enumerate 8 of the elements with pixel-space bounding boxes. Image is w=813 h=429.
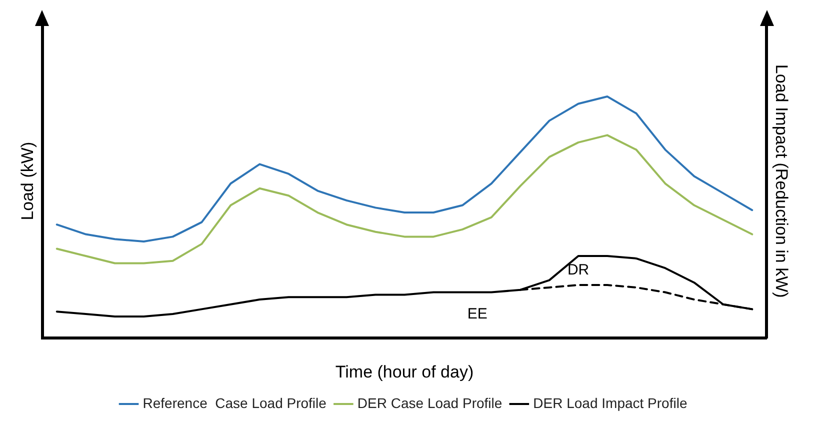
annotation: EE bbox=[467, 305, 488, 322]
legend-label: DER Load Impact Profile bbox=[533, 394, 688, 411]
x-axis-title: Time (hour of day) bbox=[335, 362, 474, 382]
legend-label: DER Case Load Profile bbox=[357, 394, 502, 411]
legend-label: Reference Case Load Profile bbox=[142, 394, 327, 411]
annotation: DR bbox=[567, 262, 590, 279]
y-axis-title: Load (kW) bbox=[18, 142, 37, 220]
y2-axis-title: Load Impact (Reduction in kW) bbox=[772, 64, 792, 298]
